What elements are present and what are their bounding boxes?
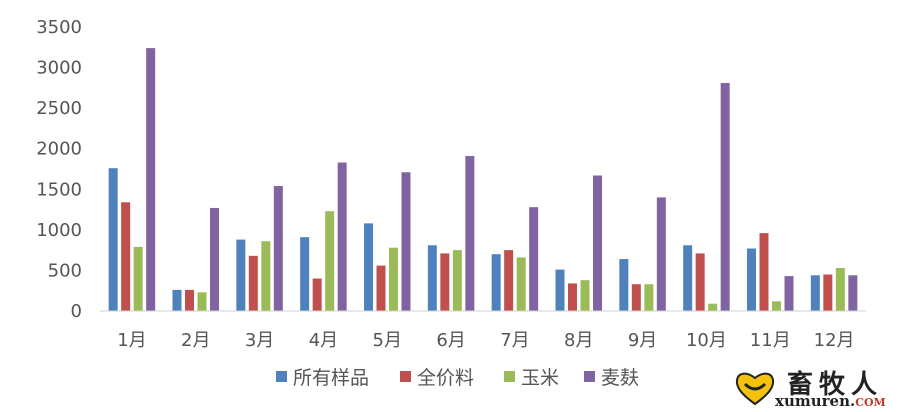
x-tick-label-7: 7月 (500, 330, 529, 351)
legend-swatch-3 (504, 371, 515, 382)
bar-3-7 (516, 257, 526, 311)
watermark-logo: 畜牧人 xumuren.COM (735, 364, 905, 410)
legend-label-1: 所有样品 (293, 367, 369, 389)
bar-1-3 (236, 239, 246, 311)
y-tick-label-2: 1000 (36, 220, 82, 241)
bar-4-6 (465, 156, 475, 311)
legend-label-3: 玉米 (521, 367, 559, 389)
bar-3-5 (389, 247, 398, 311)
x-tick-label-8: 8月 (564, 330, 593, 351)
bar-1-5 (364, 223, 373, 311)
heart-logo-icon (735, 372, 775, 406)
bar-4-9 (656, 197, 666, 311)
legend: 所有样品 全价料 玉米 麦麸 (276, 367, 639, 389)
x-tick-label-1: 1月 (117, 330, 146, 351)
bar-2-11 (759, 233, 769, 311)
bar-4-7 (529, 207, 539, 311)
bar-3-6 (452, 250, 462, 311)
bar-1-11 (747, 248, 756, 311)
bar-4-11 (784, 276, 794, 311)
x-tick-label-11: 11月 (750, 330, 791, 351)
bar-2-6 (440, 253, 450, 311)
bar-3-2 (197, 292, 207, 311)
bar-4-12 (848, 275, 858, 311)
x-tick-label-3: 3月 (245, 330, 274, 351)
bar-2-4 (312, 278, 322, 311)
bar-1-8 (555, 269, 565, 311)
bar-1-12 (810, 275, 820, 311)
x-tick-label-6: 6月 (436, 330, 465, 351)
bar-3-1 (133, 246, 143, 311)
y-tick-label-0: 0 (71, 301, 82, 322)
bar-2-12 (823, 274, 833, 311)
y-tick-label-4: 2000 (36, 139, 82, 160)
x-tick-label-2: 2月 (181, 330, 210, 351)
bar-2-1 (121, 202, 131, 311)
legend-swatch-2 (400, 371, 411, 382)
x-tick-label-4: 4月 (309, 330, 338, 351)
bar-3-12 (835, 267, 845, 311)
bar-1-6 (427, 245, 437, 311)
logo-english-text: xumuren.COM (775, 392, 886, 410)
y-tick-label-7: 3500 (36, 17, 82, 38)
bar-3-9 (644, 284, 654, 311)
bars (108, 48, 858, 312)
bar-3-10 (708, 303, 718, 311)
x-tick-label-9: 9月 (628, 330, 657, 351)
legend-swatch-1 (276, 371, 287, 382)
bar-4-3 (273, 186, 283, 311)
bar-4-4 (337, 162, 347, 311)
bar-2-10 (695, 253, 705, 311)
bar-2-5 (376, 265, 386, 311)
bar-2-9 (631, 284, 641, 311)
logo-com-text: COM (855, 396, 886, 409)
logo-domain-text: xumuren. (775, 392, 856, 410)
bar-1-7 (491, 254, 501, 311)
x-tick-label-5: 5月 (373, 330, 402, 351)
bar-1-10 (683, 245, 693, 311)
bar-3-3 (261, 241, 271, 311)
y-axis: 0 500 1000 1500 2000 2500 3000 3500 (36, 17, 82, 322)
y-tick-label-6: 3000 (36, 58, 82, 79)
bar-2-2 (185, 289, 194, 311)
bar-1-4 (300, 237, 310, 311)
bar-2-8 (568, 283, 577, 311)
bar-2-3 (248, 255, 258, 311)
bar-1-2 (172, 289, 182, 311)
legend-swatch-4 (584, 371, 595, 382)
x-tick-label-12: 12月 (814, 330, 855, 351)
x-tick-label-10: 10月 (686, 330, 727, 351)
legend-label-4: 麦麸 (601, 367, 639, 389)
bar-4-10 (720, 82, 730, 311)
bar-3-8 (580, 280, 590, 311)
bar-4-5 (401, 172, 411, 311)
bar-1-9 (619, 259, 629, 311)
y-tick-label-1: 500 (48, 260, 82, 281)
bar-1-1 (108, 168, 118, 311)
bar-3-4 (325, 211, 335, 311)
bar-4-2 (210, 207, 219, 311)
bar-4-8 (593, 175, 602, 311)
legend-label-2: 全价料 (417, 367, 474, 389)
y-tick-label-5: 2500 (36, 98, 82, 119)
x-axis: 1月 2月 3月 4月 5月 6月 7月 8月 9月 10月 11月 12月 (117, 330, 854, 351)
bar-3-11 (772, 301, 781, 311)
y-tick-label-3: 1500 (36, 179, 82, 200)
bar-4-1 (146, 48, 156, 312)
logo-chinese-text: 畜牧人 (787, 370, 884, 400)
bar-2-7 (504, 250, 514, 311)
